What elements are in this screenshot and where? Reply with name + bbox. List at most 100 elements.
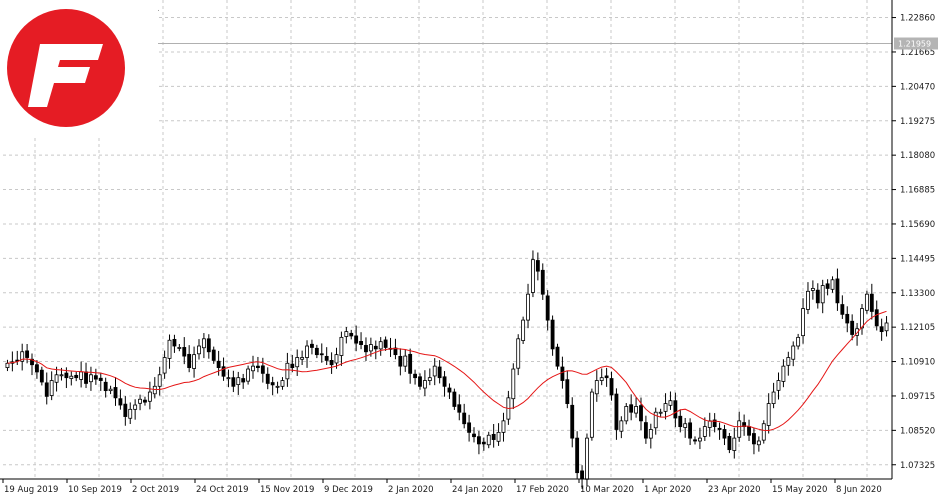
candle-body bbox=[93, 375, 98, 380]
candle-body bbox=[599, 377, 604, 381]
candle-body bbox=[531, 259, 535, 293]
candle-body bbox=[74, 374, 79, 379]
candle-body bbox=[368, 344, 373, 352]
candle-body bbox=[452, 391, 457, 407]
x-tick-label: 9 Dec 2019 bbox=[324, 485, 373, 495]
candle-body bbox=[884, 322, 889, 332]
candle-body bbox=[589, 391, 594, 438]
candle-body bbox=[501, 420, 506, 433]
candle-body bbox=[560, 366, 565, 381]
candle-body bbox=[319, 353, 324, 356]
candle-body bbox=[98, 377, 103, 381]
candle-body bbox=[172, 338, 177, 347]
candle-body bbox=[221, 366, 226, 377]
candle-body bbox=[103, 381, 108, 392]
candle-body bbox=[629, 404, 634, 413]
candle-body bbox=[69, 375, 74, 379]
candle-body bbox=[344, 331, 349, 337]
candle-body bbox=[123, 403, 128, 417]
y-tick-label: 1.08520 bbox=[900, 426, 935, 436]
candle-body bbox=[231, 377, 236, 387]
candle-body bbox=[796, 336, 801, 347]
candle-body bbox=[305, 345, 309, 358]
candle-body bbox=[422, 380, 427, 389]
candle-body bbox=[540, 269, 545, 295]
y-tick-label: 1.07325 bbox=[900, 461, 935, 471]
candle-body bbox=[791, 345, 796, 360]
candle-body bbox=[447, 387, 452, 393]
y-tick-label: 1.19275 bbox=[900, 117, 935, 127]
candle-body bbox=[226, 377, 231, 380]
candle-body bbox=[177, 347, 182, 349]
candle-body bbox=[54, 374, 59, 383]
candle-body bbox=[128, 408, 133, 419]
candle-body bbox=[614, 393, 619, 430]
candle-body bbox=[830, 279, 835, 290]
candle-body bbox=[206, 338, 211, 353]
candle-body bbox=[378, 341, 383, 350]
candle-body bbox=[511, 368, 516, 400]
candle-body bbox=[521, 319, 526, 341]
candle-body bbox=[339, 336, 344, 356]
candle-body bbox=[462, 412, 467, 425]
candle-body bbox=[147, 391, 152, 402]
candle-body bbox=[34, 364, 39, 373]
moving-average-line bbox=[7, 310, 887, 432]
candle-body bbox=[732, 437, 737, 451]
candle-body bbox=[182, 347, 187, 357]
candle-body bbox=[118, 398, 123, 406]
candle-body bbox=[585, 437, 589, 480]
candle-body bbox=[108, 388, 113, 392]
candle-body bbox=[707, 420, 712, 428]
y-tick-label: 1.22860 bbox=[900, 14, 935, 24]
candle-body bbox=[383, 339, 388, 348]
candle-body bbox=[476, 436, 481, 445]
candle-body bbox=[747, 426, 751, 436]
candle-body bbox=[801, 308, 805, 337]
candle-body bbox=[251, 365, 255, 372]
candle-body bbox=[604, 375, 609, 379]
candle-body bbox=[349, 332, 354, 337]
candle-body bbox=[806, 290, 810, 310]
x-tick-label: 8 Jun 2020 bbox=[836, 485, 882, 495]
candle-body bbox=[133, 404, 138, 410]
current-price-tag bbox=[894, 37, 938, 50]
candle-body bbox=[860, 308, 864, 329]
candle-body bbox=[864, 293, 869, 311]
candle-body bbox=[324, 355, 329, 361]
candle-body bbox=[693, 439, 697, 442]
candle-body bbox=[756, 440, 761, 446]
logo-icon bbox=[7, 9, 125, 127]
candle-body bbox=[835, 278, 840, 304]
candle-body bbox=[545, 295, 550, 321]
candle-body bbox=[594, 380, 599, 395]
candle-body bbox=[825, 283, 830, 289]
candle-body bbox=[491, 433, 496, 440]
y-tick-label: 1.18080 bbox=[900, 151, 935, 161]
candle-body bbox=[162, 357, 167, 374]
y-tick-label: 1.20470 bbox=[900, 82, 935, 92]
x-tick-label: 24 Jan 2020 bbox=[452, 485, 503, 495]
candle-body bbox=[516, 338, 521, 369]
candle-body bbox=[776, 380, 781, 391]
candle-body bbox=[457, 404, 462, 413]
candle-body bbox=[712, 419, 717, 428]
y-tick-label: 1.21665 bbox=[900, 48, 935, 58]
candle-body bbox=[418, 376, 422, 387]
candle-body bbox=[241, 378, 246, 383]
candles bbox=[5, 250, 889, 489]
candle-body bbox=[255, 365, 260, 368]
y-tick-label: 1.13300 bbox=[900, 289, 935, 299]
candle-body bbox=[472, 433, 476, 438]
candle-body bbox=[373, 345, 378, 350]
candle-body bbox=[290, 363, 295, 368]
candle-body bbox=[59, 374, 64, 377]
candle-body bbox=[555, 346, 560, 367]
candle-body bbox=[761, 423, 766, 441]
y-tick-label: 1.10910 bbox=[900, 358, 935, 368]
candle-body bbox=[619, 420, 624, 432]
candle-body bbox=[874, 309, 879, 327]
candle-body bbox=[437, 366, 442, 379]
candle-body bbox=[280, 380, 285, 387]
